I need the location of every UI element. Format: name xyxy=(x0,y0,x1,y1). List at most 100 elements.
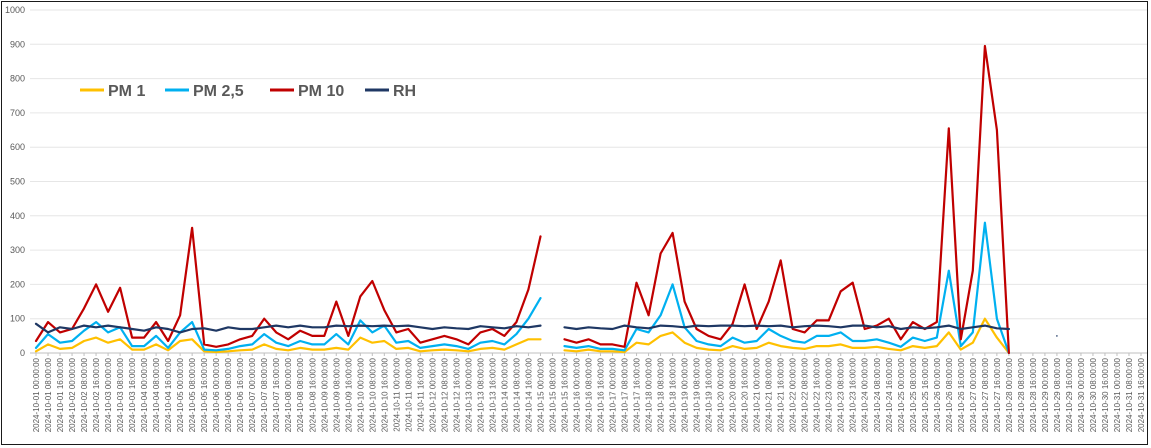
data-point-pm-1 xyxy=(515,343,518,346)
data-point-rh xyxy=(671,325,674,328)
data-point-pm-10 xyxy=(395,331,398,334)
data-point-pm-1 xyxy=(359,336,362,339)
data-point-pm-1 xyxy=(491,347,494,349)
data-point-pm-2-5 xyxy=(131,345,133,347)
data-point-pm-2-5 xyxy=(251,343,253,346)
data-point-pm-1 xyxy=(683,341,686,344)
x-tick-label: 2024-10-26 00:00:00 xyxy=(933,357,942,432)
data-point-pm-2-5 xyxy=(839,331,842,334)
data-point-pm-10 xyxy=(912,321,914,323)
data-point-rh xyxy=(888,325,890,328)
x-tick-label: 2024-10-13 16:00:00 xyxy=(488,357,497,432)
data-point-pm-2-5 xyxy=(323,343,326,346)
x-tick-label: 2024-10-27 00:00:00 xyxy=(969,357,978,432)
data-point-pm-1 xyxy=(467,350,470,353)
data-point-pm-2-5 xyxy=(407,340,410,342)
data-point-pm-1 xyxy=(347,348,350,351)
data-point-rh xyxy=(299,324,302,327)
data-point-pm-2-5 xyxy=(695,340,698,342)
x-tick-label: 2024-10-10 00:00:00 xyxy=(356,357,365,432)
x-tick-label: 2024-10-29 08:00:00 xyxy=(1053,357,1062,432)
x-tick-label: 2024-10-12 08:00:00 xyxy=(440,357,449,432)
x-tick-label: 2024-10-08 16:00:00 xyxy=(308,357,317,432)
data-point-pm-10 xyxy=(707,335,710,337)
legend-label-pm-1: PM 1 xyxy=(108,83,145,100)
data-point-rh xyxy=(948,324,950,327)
data-point-pm-1 xyxy=(731,345,734,347)
data-point-rh xyxy=(755,324,758,327)
x-tick-label: 2024-10-08 00:00:00 xyxy=(284,357,293,432)
data-point-rh xyxy=(587,326,590,329)
data-point-pm-1 xyxy=(107,341,109,344)
data-point-pm-1 xyxy=(972,341,974,344)
data-point-pm-10 xyxy=(35,340,37,342)
data-point-rh xyxy=(960,328,962,330)
data-point-pm-10 xyxy=(888,317,890,320)
data-point-pm-10 xyxy=(767,300,770,303)
data-point-pm-10 xyxy=(623,346,626,348)
data-point-pm-1 xyxy=(275,348,278,350)
data-point-pm-10 xyxy=(996,129,998,131)
data-point-pm-1 xyxy=(71,347,73,349)
data-point-pm-1 xyxy=(191,338,193,341)
data-point-rh xyxy=(83,324,85,327)
data-point-rh xyxy=(143,329,145,332)
data-point-pm-2-5 xyxy=(779,335,782,337)
data-point-pm-1 xyxy=(323,348,326,351)
data-point-pm-2-5 xyxy=(335,333,338,335)
data-point-pm-1 xyxy=(575,350,578,353)
data-point-pm-10 xyxy=(575,341,578,344)
data-point-rh xyxy=(275,324,278,327)
x-tick-label: 2024-10-15 08:00:00 xyxy=(548,357,557,432)
data-point-pm-10 xyxy=(635,281,638,284)
data-point-pm-2-5 xyxy=(888,341,890,344)
x-tick-label: 2024-10-03 00:00:00 xyxy=(104,357,113,432)
data-point-pm-1 xyxy=(635,341,638,344)
x-tick-label: 2024-10-22 00:00:00 xyxy=(789,357,798,432)
data-point-pm-1 xyxy=(383,340,386,342)
data-point-pm-10 xyxy=(107,311,109,313)
data-point-pm-1 xyxy=(815,345,818,347)
data-point-rh xyxy=(527,326,530,329)
data-point-rh xyxy=(239,328,241,330)
data-point-pm-1 xyxy=(695,347,698,349)
x-tick-label: 2024-10-09 08:00:00 xyxy=(332,357,341,432)
data-point-pm-10 xyxy=(143,336,145,339)
data-point-pm-10 xyxy=(95,283,97,286)
data-point-rh xyxy=(287,326,290,329)
data-point-pm-2-5 xyxy=(767,328,770,330)
data-point-pm-10 xyxy=(587,338,590,341)
data-point-pm-10 xyxy=(803,331,806,334)
legend-label-pm-2-5: PM 2,5 xyxy=(193,83,244,100)
data-point-pm-1 xyxy=(455,349,458,352)
data-point-pm-10 xyxy=(47,321,49,323)
data-point-rh xyxy=(623,324,626,327)
x-tick-label: 2024-10-05 16:00:00 xyxy=(200,357,209,432)
data-point-pm-1 xyxy=(167,349,169,352)
data-point-pm-2-5 xyxy=(287,345,290,347)
x-tick-label: 2024-10-14 08:00:00 xyxy=(512,357,521,432)
data-point-pm-1 xyxy=(83,340,85,342)
x-tick-label: 2024-10-09 16:00:00 xyxy=(344,357,353,432)
data-point-rh xyxy=(1008,328,1010,330)
x-tick-label: 2024-10-05 08:00:00 xyxy=(188,357,197,432)
x-tick-label: 2024-10-27 16:00:00 xyxy=(993,357,1002,432)
data-point-pm-10 xyxy=(467,343,470,346)
data-point-pm-10 xyxy=(155,321,157,323)
x-tick-label: 2024-10-25 08:00:00 xyxy=(909,357,918,432)
data-point-rh xyxy=(419,326,422,329)
x-tick-label: 2024-10-11 16:00:00 xyxy=(416,357,425,431)
data-point-pm-2-5 xyxy=(155,335,157,337)
series-line-pm-2-5 xyxy=(34,221,1010,355)
data-point-pm-10 xyxy=(491,328,494,330)
data-point-rh xyxy=(455,327,458,330)
data-point-pm-1 xyxy=(47,343,49,346)
data-point-pm-10 xyxy=(815,319,818,322)
x-tick-label: 2024-10-21 08:00:00 xyxy=(765,357,774,432)
x-tick-label: 2024-10-02 08:00:00 xyxy=(80,357,89,432)
data-point-pm-1 xyxy=(443,348,446,351)
data-point-rh xyxy=(383,324,386,327)
data-point-pm-2-5 xyxy=(191,321,193,323)
data-point-pm-2-5 xyxy=(563,345,566,347)
data-point-pm-1 xyxy=(287,349,290,352)
